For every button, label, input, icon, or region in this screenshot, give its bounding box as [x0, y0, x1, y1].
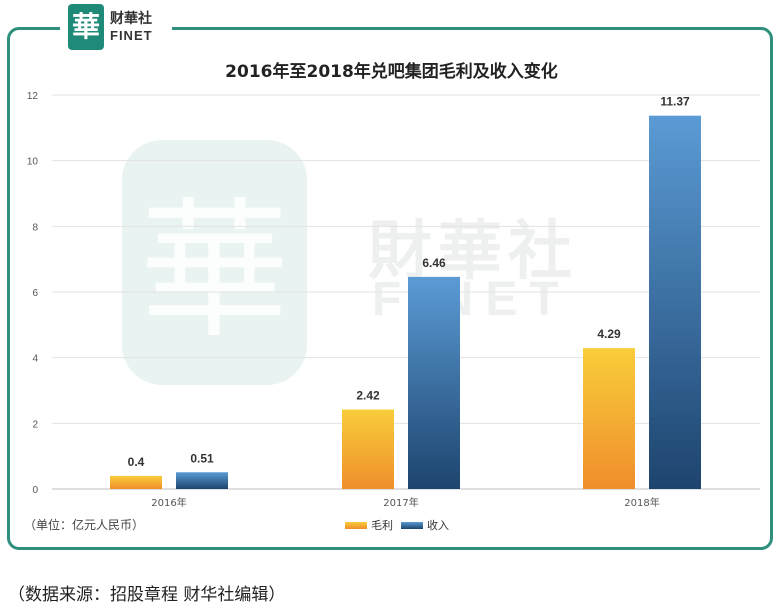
x-tick-label: 2018年 [624, 496, 659, 509]
bar-gross-profit [110, 475, 162, 489]
watermark-name-en: FINET [372, 273, 571, 326]
legend-item-gross-profit: 毛利 [345, 517, 393, 533]
chart-legend: 毛利 收入 [345, 517, 457, 533]
x-tick-label: 2016年 [151, 496, 186, 509]
bar-revenue [176, 472, 228, 489]
y-tick-label: 12 [27, 91, 39, 102]
legend-swatch-revenue [401, 521, 423, 529]
logo-name-en: FINET [110, 28, 153, 43]
y-tick-label: 4 [32, 354, 38, 365]
bar-gross-profit [342, 409, 394, 489]
finet-logo: 華 财華社 FINET [60, 2, 172, 52]
legend-item-revenue: 收入 [401, 517, 449, 533]
logo-seal: 華 [68, 4, 104, 50]
data-label-gross-profit: 4.29 [597, 327, 621, 341]
data-label-revenue: 6.46 [422, 256, 446, 270]
watermark-name-cn: 財華社 [368, 215, 578, 289]
y-tick-label: 6 [32, 288, 38, 299]
legend-swatch-gross-profit [345, 521, 367, 529]
legend-label-revenue: 收入 [427, 519, 449, 532]
y-tick-label: 2 [32, 419, 38, 430]
chart-title: 2016年至2018年兑吧集团毛利及收入变化 [225, 62, 558, 82]
y-tick-label: 10 [27, 157, 39, 168]
y-tick-label: 8 [32, 222, 38, 233]
bar-revenue [649, 115, 701, 489]
data-label-revenue: 0.51 [190, 451, 214, 465]
data-label-revenue: 11.37 [660, 95, 690, 109]
data-label-gross-profit: 0.4 [128, 455, 145, 469]
bar-revenue [408, 276, 460, 489]
y-tick-label: 0 [32, 485, 38, 496]
unit-label: （单位：亿元人民币） [24, 518, 145, 532]
data-label-gross-profit: 2.42 [356, 389, 380, 403]
watermark-seal [122, 140, 307, 385]
bar-chart: 0 2 4 6 8 10 12 0.4 0.51 2016年 2.42 6.46 2017年 4.29 11… [27, 91, 760, 509]
x-tick-label: 2017年 [383, 496, 418, 509]
logo-name-cn: 财華社 [110, 11, 152, 27]
watermark-seal-char: 華 [139, 185, 290, 359]
bar-gross-profit [583, 348, 635, 489]
legend-label-gross-profit: 毛利 [371, 519, 393, 532]
source-note: （数据来源：招股章程 财华社编辑） [8, 585, 286, 605]
